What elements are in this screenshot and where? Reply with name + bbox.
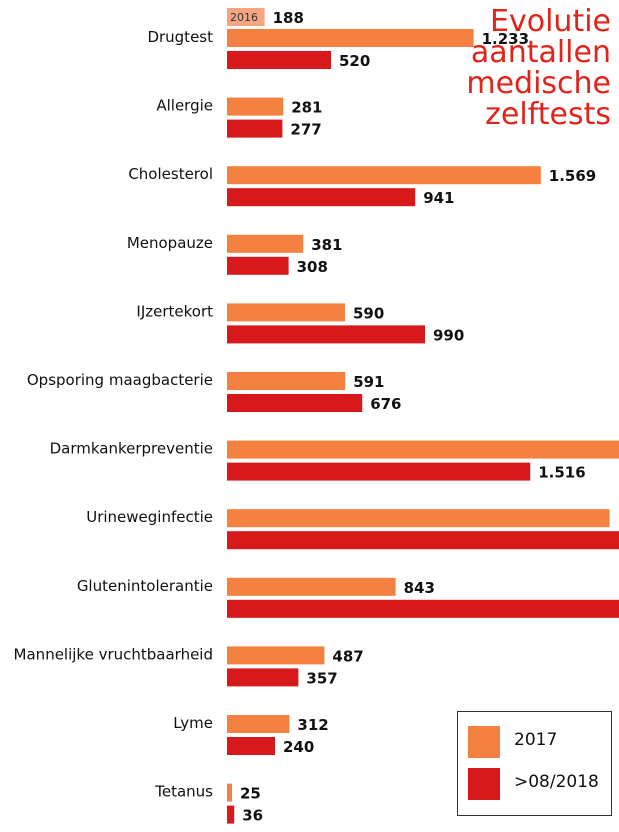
value-label-2017-drugtest: 1.233 — [482, 30, 529, 48]
value-label-2017-urineweginfectie: 1.913 — [618, 510, 619, 528]
bar-2018-allergie — [227, 119, 283, 138]
value-label-2018-ijzertekort: 990 — [433, 326, 464, 344]
value-label-2018-allergie: 277 — [290, 121, 321, 139]
bar-2017-opsporing-maagbacterie — [227, 372, 346, 390]
bar-2018-cholesterol — [227, 188, 416, 207]
category-label-cholesterol: Cholesterol — [128, 165, 213, 183]
category-label-ijzertekort: IJzertekort — [136, 302, 213, 320]
bar-2016-inline-label: 2016 — [230, 11, 258, 24]
value-label-2018-opsporing-maagbacterie: 676 — [370, 395, 401, 413]
bar-2017-darmkankerpreventie — [227, 440, 619, 459]
bar-2018-tetanus — [227, 805, 235, 824]
legend-swatch-2017 — [468, 726, 500, 758]
category-label-drugtest: Drugtest — [147, 28, 213, 46]
value-label-2017-tetanus: 25 — [240, 785, 261, 803]
bar-2018-menopauze — [227, 256, 289, 275]
bar-2017-drugtest — [227, 29, 474, 47]
value-label-2017-menopauze: 381 — [311, 236, 342, 254]
category-label-allergie: Allergie — [156, 97, 213, 115]
legend-label-2017: 2017 — [514, 730, 558, 750]
value-label-2016-drugtest: 188 — [273, 9, 304, 27]
value-label-2018-drugtest: 520 — [339, 52, 370, 70]
legend: 2017 >08/2018 — [457, 711, 612, 816]
value-label-2018-menopauze: 308 — [297, 258, 328, 276]
value-label-2018-tetanus: 36 — [242, 807, 263, 825]
bar-2018-ijzertekort — [227, 325, 425, 344]
bar-2017-glutenintolerantie — [227, 577, 396, 596]
category-label-darmkankerpreventie: Darmkankerpreventie — [50, 440, 213, 458]
value-label-2017-mannelijke-vruchtbaarheid: 487 — [332, 647, 363, 665]
value-label-2018-mannelijke-vruchtbaarheid: 357 — [306, 669, 337, 687]
value-label-2018-lyme: 240 — [283, 738, 314, 756]
category-label-glutenintolerantie: Glutenintolerantie — [77, 577, 213, 595]
category-label-urineweginfectie: Urineweginfectie — [86, 508, 213, 526]
category-label-opsporing-maagbacterie: Opsporing maagbacterie — [27, 371, 213, 389]
bar-2018-urineweginfectie — [227, 531, 619, 550]
bar-2016-drugtest — [227, 8, 265, 26]
category-label-menopauze: Menopauze — [127, 234, 213, 252]
bar-2018-opsporing-maagbacterie — [227, 394, 363, 412]
value-label-2018-darmkankerpreventie: 1.516 — [538, 464, 585, 482]
bar-2017-lyme — [227, 715, 290, 733]
legend-item-2018: >08/2018 — [468, 768, 608, 800]
value-label-2017-opsporing-maagbacterie: 591 — [353, 373, 384, 391]
category-label-lyme: Lyme — [173, 714, 213, 732]
value-label-2017-lyme: 312 — [297, 716, 328, 734]
bar-2017-cholesterol — [227, 166, 541, 185]
category-label-tetanus: Tetanus — [154, 783, 213, 801]
legend-swatch-2018 — [468, 768, 500, 800]
bar-2018-glutenintolerantie — [227, 599, 619, 618]
bar-2018-darmkankerpreventie — [227, 462, 531, 481]
bar-2018-lyme — [227, 737, 275, 755]
bar-2017-tetanus — [227, 783, 232, 802]
value-label-2017-glutenintolerantie: 843 — [404, 579, 435, 597]
bar-2017-allergie — [227, 97, 284, 116]
chart-title: Evolutie aantallen medische zelftests — [466, 4, 611, 132]
category-label-mannelijke-vruchtbaarheid: Mannelijke vruchtbaarheid — [14, 645, 213, 663]
bar-2017-ijzertekort — [227, 303, 345, 322]
legend-label-2018: >08/2018 — [514, 772, 599, 792]
legend-item-2017: 2017 — [468, 726, 608, 758]
value-label-2018-cholesterol: 941 — [423, 189, 454, 207]
value-label-2017-cholesterol: 1.569 — [549, 167, 596, 185]
bar-2017-mannelijke-vruchtbaarheid — [227, 646, 325, 665]
bar-2017-menopauze — [227, 234, 304, 253]
value-label-2017-ijzertekort: 590 — [353, 304, 384, 322]
value-label-2017-allergie: 281 — [291, 99, 322, 117]
bar-2018-mannelijke-vruchtbaarheid — [227, 668, 299, 687]
bar-2018-drugtest — [227, 51, 331, 69]
bar-2017-urineweginfectie — [227, 509, 610, 528]
